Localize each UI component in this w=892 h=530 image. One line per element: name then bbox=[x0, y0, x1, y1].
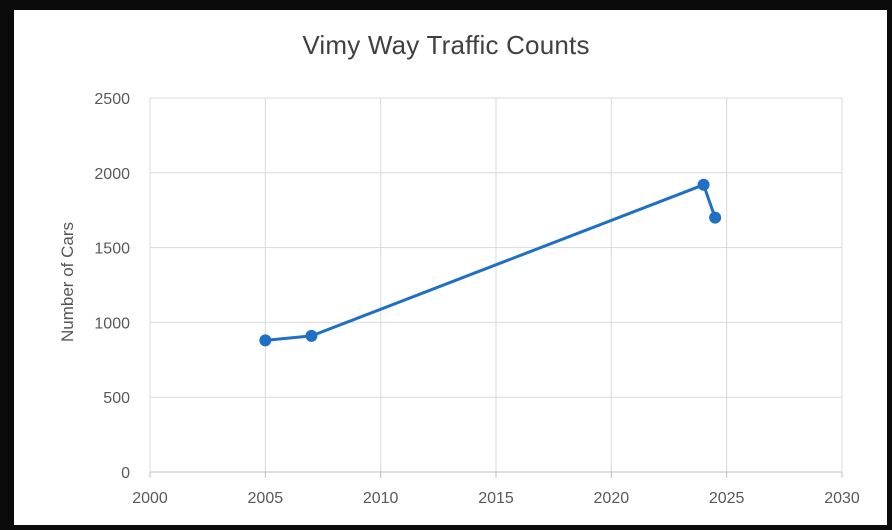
data-point bbox=[259, 334, 272, 347]
x-tick-label: 2000 bbox=[132, 490, 168, 507]
x-tick-label: 2020 bbox=[594, 490, 630, 507]
y-tick-label: 500 bbox=[103, 390, 130, 407]
y-tick-label: 2000 bbox=[94, 166, 130, 183]
x-tick-label: 2005 bbox=[248, 490, 284, 507]
y-tick-label: 1000 bbox=[94, 315, 130, 332]
chart-title: Vimy Way Traffic Counts bbox=[302, 30, 590, 60]
y-tick-label: 1500 bbox=[94, 241, 130, 258]
data-point bbox=[709, 211, 722, 224]
data-point bbox=[697, 178, 710, 191]
series-layer bbox=[259, 178, 722, 347]
x-tick-label: 2010 bbox=[363, 490, 399, 507]
series-line bbox=[265, 183, 717, 342]
x-tick-label: 2030 bbox=[824, 490, 860, 507]
y-tick-label: 2500 bbox=[94, 91, 130, 108]
x-tick-label: 2025 bbox=[709, 490, 745, 507]
data-point bbox=[305, 329, 318, 342]
gridlines bbox=[149, 97, 843, 478]
y-tick-label: 0 bbox=[121, 465, 130, 482]
x-axis-ticks: 2000 2005 2010 2015 2020 2025 2030 bbox=[132, 490, 860, 507]
chart-panel bbox=[14, 10, 887, 525]
x-tick-label: 2015 bbox=[478, 490, 514, 507]
y-axis-ticks: 0 500 1000 1500 2000 2500 bbox=[94, 91, 130, 482]
